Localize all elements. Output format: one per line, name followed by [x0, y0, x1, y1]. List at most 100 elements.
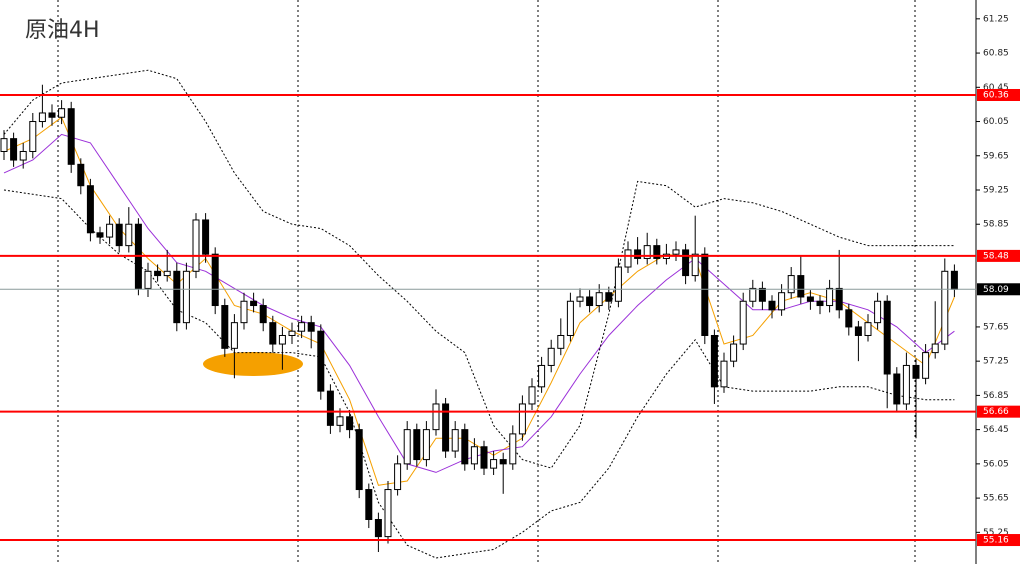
candle-body [326, 390, 334, 426]
candle-body [202, 219, 210, 255]
candle-body [691, 253, 699, 277]
candle-body [413, 429, 421, 461]
candle-body [58, 108, 66, 118]
candle-body [576, 296, 584, 302]
candle-body [912, 364, 920, 379]
level-label-box [977, 405, 1020, 418]
indicator-line [3, 189, 955, 559]
candle-body [518, 403, 526, 435]
candle-body [672, 249, 680, 255]
candle-body [806, 296, 814, 302]
candle-body [787, 275, 795, 294]
candle-body [442, 403, 450, 452]
candle-body [480, 446, 488, 469]
y-tick-label: 56.85 [983, 391, 1009, 401]
candle-body [250, 300, 258, 307]
candle-body [538, 364, 546, 388]
candle-body [490, 459, 498, 469]
candle-body [461, 429, 469, 465]
candle-body [874, 300, 882, 324]
y-tick-label: 60.85 [983, 49, 1009, 59]
candle-body [115, 223, 123, 247]
candle-body [451, 429, 459, 452]
candle-body [269, 322, 277, 345]
candle-body [288, 330, 296, 336]
level-label-box [977, 249, 1020, 262]
candle-body [710, 334, 718, 388]
candle-body [422, 429, 430, 461]
candle-body [307, 322, 315, 332]
candle-body [259, 305, 267, 324]
candle-body [835, 287, 843, 311]
level-label: 58.48 [983, 251, 1009, 261]
highlight-ellipse [203, 352, 303, 376]
candle-body [67, 108, 75, 165]
candle-body [230, 322, 238, 349]
candle-body [595, 292, 603, 307]
candle-body [163, 270, 171, 277]
candle-body [931, 343, 939, 354]
candle-body [106, 223, 114, 238]
candle-body [605, 292, 613, 302]
candle-body [950, 270, 958, 290]
candle-body [154, 270, 162, 277]
candle-body [221, 305, 229, 349]
candle-body [528, 386, 536, 405]
candle-body [432, 403, 440, 431]
chart-title: 原油4H [25, 18, 100, 43]
candle-body [768, 300, 776, 311]
candle-body [922, 352, 930, 379]
y-tick-label: 57.25 [983, 357, 1009, 367]
separators [57, 0, 916, 564]
candle-body [211, 253, 219, 307]
candle-body [547, 347, 555, 366]
candle-body [778, 292, 786, 311]
candle-body [826, 287, 834, 307]
candle-body [816, 300, 824, 307]
y-tick-label: 59.65 [983, 151, 1009, 161]
candle-body [634, 249, 642, 259]
candle-body [29, 121, 37, 152]
candle-body [38, 112, 46, 123]
candle-body [883, 300, 891, 375]
candle-body [182, 270, 190, 324]
candle-body [403, 429, 411, 465]
candle-body [0, 138, 8, 152]
candle-body [48, 112, 56, 118]
candle-body [730, 343, 738, 362]
candle-body [374, 518, 382, 538]
candle-body [470, 446, 478, 465]
candle-body [797, 275, 805, 298]
candle-body [902, 364, 910, 405]
candle-body [614, 266, 622, 302]
candle-body [653, 245, 661, 259]
candle-body [144, 270, 152, 289]
candle-body [10, 138, 18, 161]
candle-body [173, 270, 181, 324]
level-label: 56.66 [983, 407, 1009, 417]
candle-body [624, 249, 632, 268]
candle-body [96, 232, 104, 238]
candle-body [125, 223, 133, 247]
candle-body [864, 322, 872, 336]
indicator-line [3, 69, 955, 469]
candle-body [317, 330, 325, 392]
candle-body [845, 309, 853, 328]
candle-body [749, 287, 757, 302]
candle-body [240, 300, 248, 324]
candle-body [509, 433, 517, 465]
y-tick-label: 59.25 [983, 185, 1009, 195]
candle-body [586, 296, 594, 307]
candle-body [346, 416, 354, 431]
candle-body [384, 489, 392, 538]
last-price-box [977, 283, 1020, 296]
candle-body [893, 373, 901, 405]
y-tick-label: 55.65 [983, 494, 1009, 504]
y-tick-label: 56.05 [983, 459, 1009, 469]
candle-body [77, 163, 85, 187]
level-label-box [977, 534, 1020, 547]
y-tick-label: 57.65 [983, 322, 1009, 332]
level-label: 60.36 [983, 90, 1009, 100]
candle-body [192, 219, 200, 272]
